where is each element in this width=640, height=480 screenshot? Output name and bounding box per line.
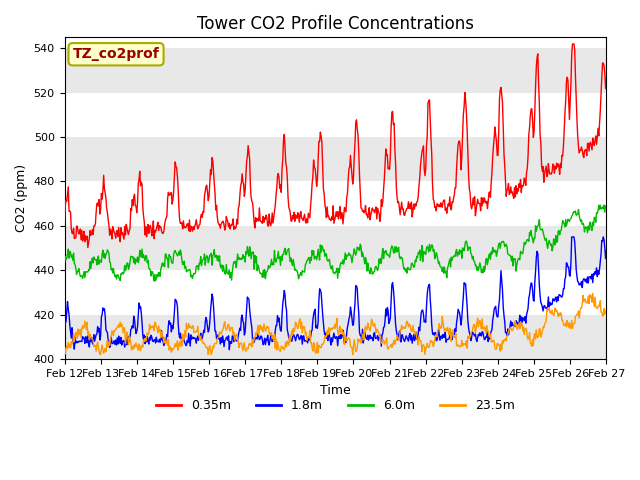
Bar [65, 226, 606, 270]
Title: Tower CO2 Profile Concentrations: Tower CO2 Profile Concentrations [197, 15, 474, 33]
Y-axis label: CO2 (ppm): CO2 (ppm) [15, 164, 28, 232]
Legend: 0.35m, 1.8m, 6.0m, 23.5m: 0.35m, 1.8m, 6.0m, 23.5m [151, 394, 520, 417]
Bar [65, 314, 606, 359]
Bar [65, 48, 606, 93]
Bar [65, 137, 606, 181]
Text: TZ_co2prof: TZ_co2prof [73, 47, 159, 61]
X-axis label: Time: Time [320, 384, 351, 397]
